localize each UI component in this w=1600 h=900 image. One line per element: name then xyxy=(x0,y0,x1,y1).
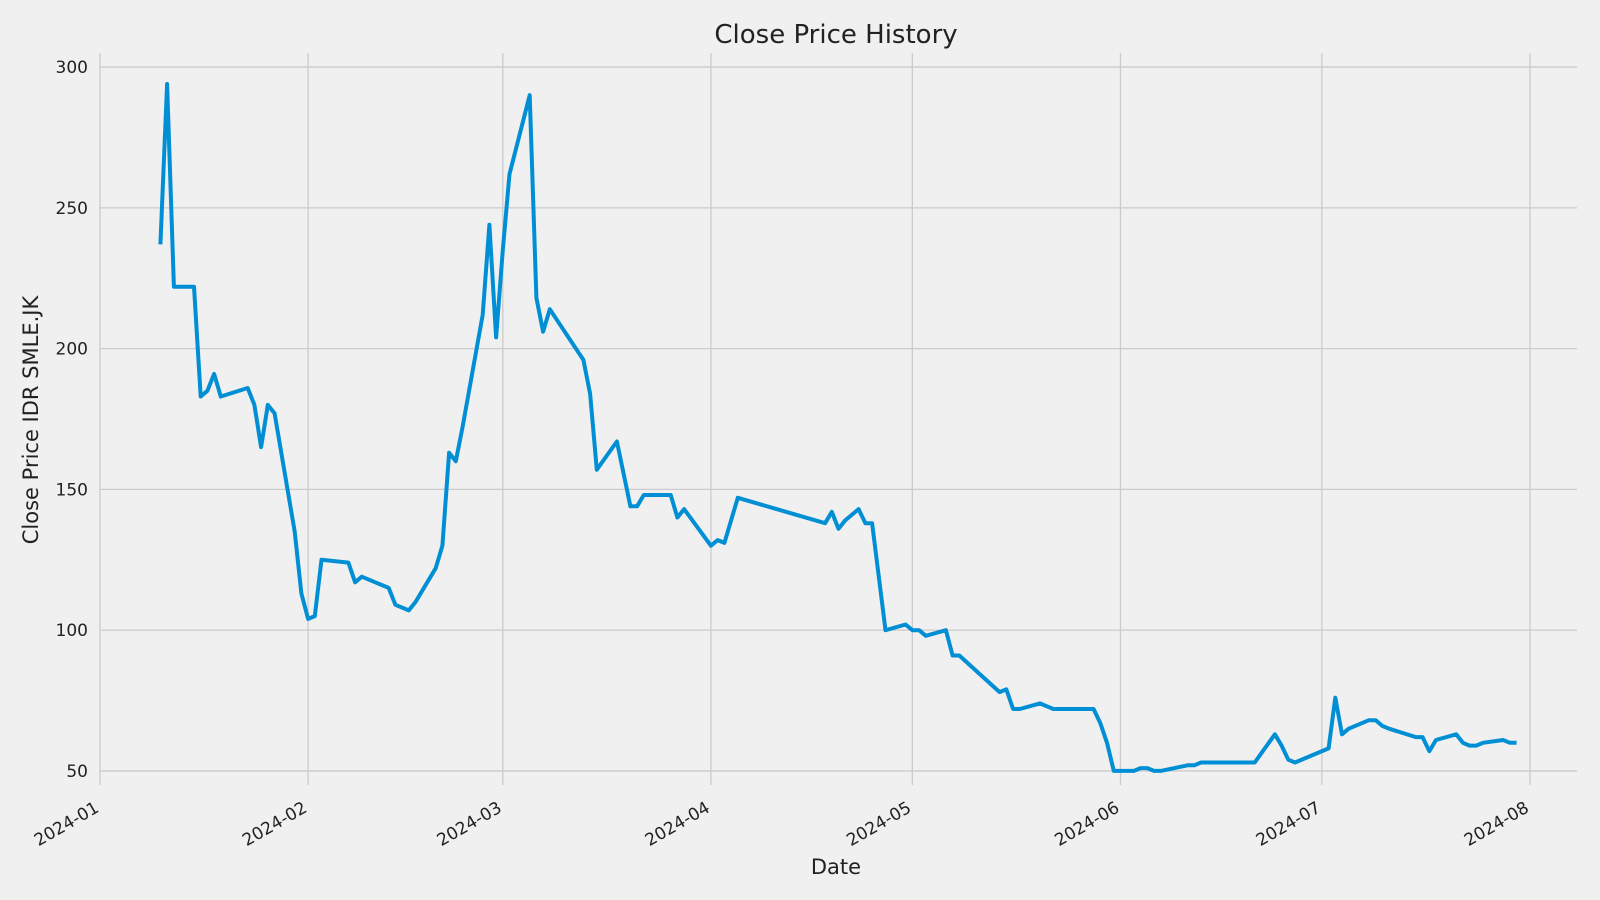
y-gridlines xyxy=(100,66,1577,772)
y-tick-label: 200 xyxy=(56,340,88,360)
x-gridlines xyxy=(99,53,1531,785)
y-tick-label: 150 xyxy=(56,480,88,500)
y-tick-label: 100 xyxy=(56,621,88,641)
x-axis-label: Date xyxy=(811,855,861,879)
y-tick-label: 300 xyxy=(56,58,88,78)
y-tick-labels: 50 100 150 200 250 300 xyxy=(56,58,88,782)
y-tick-label: 50 xyxy=(66,762,88,782)
y-axis-label: Close Price IDR SMLE.JK xyxy=(19,295,43,545)
chart-title: Close Price History xyxy=(714,20,957,50)
close-price-line xyxy=(158,82,1517,773)
y-tick-label: 250 xyxy=(56,199,88,219)
series-lines xyxy=(158,82,1517,773)
